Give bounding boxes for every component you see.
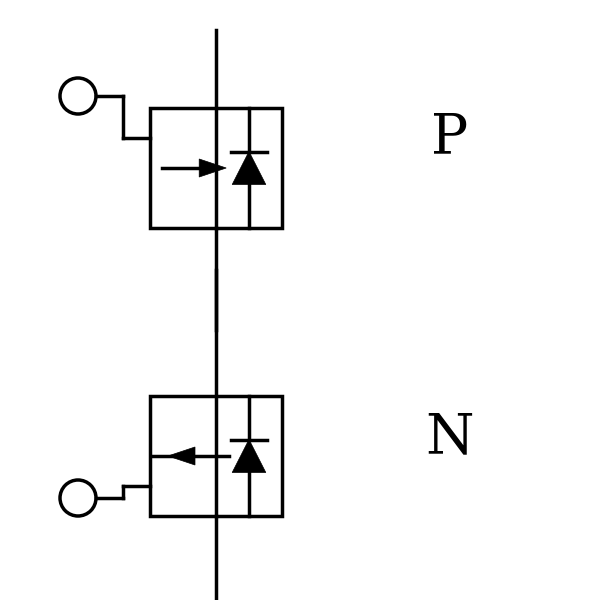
Text: P: P: [431, 110, 469, 166]
Polygon shape: [199, 159, 226, 177]
Text: N: N: [425, 410, 475, 466]
Polygon shape: [168, 447, 195, 465]
Polygon shape: [232, 152, 266, 185]
Polygon shape: [232, 439, 266, 473]
